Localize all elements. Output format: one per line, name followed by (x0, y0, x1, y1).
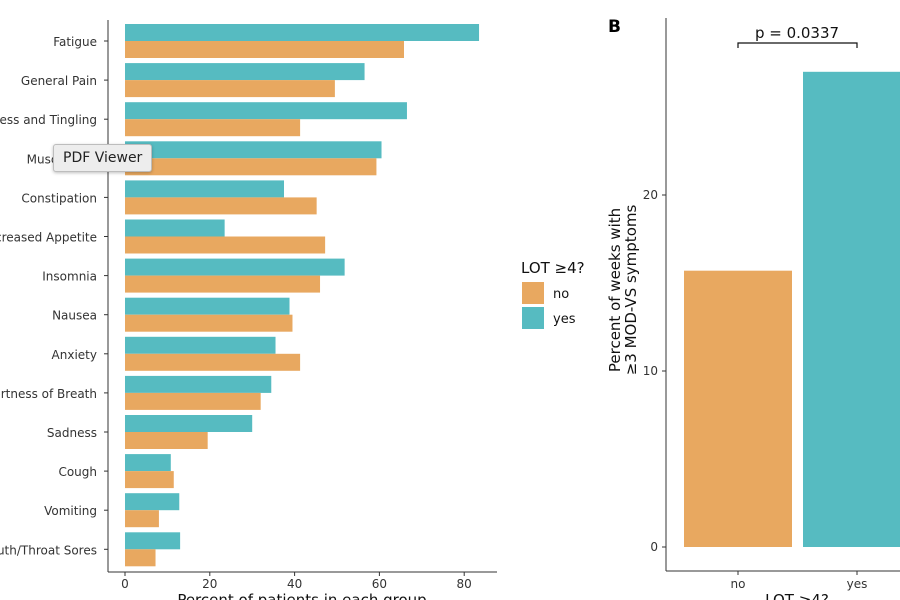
bar-no-9 (125, 392, 261, 410)
panel-b-chart: B 0 10 20 no yes Percent of weeks with ≥3 M… (606, 17, 900, 600)
x-tick-label-3: 60 (372, 577, 387, 591)
panel-b-label: B (608, 17, 621, 37)
panel-b-bar-no (684, 270, 792, 547)
category-label-13: Mouth/Throat Sores (0, 543, 97, 557)
bar-no-8 (125, 353, 301, 371)
category-label-7: Nausea (52, 309, 97, 323)
bar-no-3 (125, 158, 377, 176)
category-label-5: Decreased Appetite (0, 231, 97, 245)
bar-yes-9 (125, 375, 272, 393)
legend-label-yes: yes (553, 312, 576, 327)
bar-yes-12 (125, 493, 180, 511)
panel-b-y-tick-label-1: 10 (643, 364, 658, 378)
bar-yes-3 (125, 141, 382, 159)
bar-no-11 (125, 471, 174, 489)
x-tick-label-0: 0 (121, 577, 129, 591)
bar-yes-7 (125, 297, 290, 315)
panel-b-y-axis-title-line2: ≥3 MOD-VS symptoms (622, 205, 640, 376)
panel-b-y-tick-label-2: 20 (643, 188, 658, 202)
panel-b-x-tick-label-1: yes (847, 577, 868, 591)
category-label-10: Sadness (47, 426, 97, 440)
panel-b-x-tick-label-0: no (731, 577, 746, 591)
bar-no-4 (125, 197, 317, 215)
panel-b-bar-yes (803, 71, 900, 548)
bar-no-5 (125, 236, 326, 254)
bar-yes-13 (125, 532, 181, 550)
bar-no-0 (125, 41, 404, 58)
category-label-12: Vomiting (44, 504, 97, 518)
p-value-annotation: p = 0.0337 (755, 24, 839, 42)
bar-yes-2 (125, 102, 407, 120)
bar-yes-8 (125, 336, 276, 354)
bar-yes-11 (125, 454, 171, 472)
significance-bracket (737, 42, 858, 48)
category-label-0: Fatigue (53, 35, 97, 49)
x-tick-label-1: 20 (202, 577, 217, 591)
category-label-11: Cough (58, 465, 97, 479)
category-label-2: Numbness and Tingling (0, 113, 97, 127)
legend-label-no: no (553, 287, 569, 302)
bar-no-10 (125, 432, 208, 449)
x-tick-label-4: 80 (457, 577, 472, 591)
category-label-6: Insomnia (42, 270, 97, 284)
panel-b-y-axis-title-line1: Percent of weeks with (606, 208, 624, 372)
panel-a-x-axis-title: Percent of patients in each group (177, 591, 426, 600)
bar-no-2 (125, 119, 301, 137)
legend-swatch-no (522, 282, 544, 304)
legend-swatch-yes (522, 307, 544, 329)
bar-yes-4 (125, 180, 284, 198)
category-label-4: Constipation (21, 191, 97, 205)
pdf-viewer-tooltip: PDF Viewer (53, 144, 153, 172)
panel-b-x-axis-title: LOT ≥4? (765, 591, 829, 600)
bar-no-7 (125, 314, 293, 332)
legend-title: LOT ≥4? (521, 259, 585, 277)
panel-b-y-tick-label-0: 0 (650, 540, 658, 554)
category-label-9: Shortness of Breath (0, 387, 97, 401)
panel-a-chart: Fatigue General Pain Numbness and Tingling… (0, 20, 497, 600)
bar-no-6 (125, 275, 321, 293)
bar-no-12 (125, 510, 159, 528)
legend: LOT ≥4? no yes (521, 259, 585, 329)
bar-yes-0 (125, 24, 480, 41)
bar-yes-6 (125, 258, 345, 276)
bar-yes-5 (125, 219, 225, 237)
bar-no-1 (125, 80, 335, 98)
bar-no-13 (125, 549, 156, 567)
bar-yes-10 (125, 415, 253, 432)
bar-yes-1 (125, 63, 365, 81)
x-tick-label-2: 40 (287, 577, 302, 591)
category-label-1: General Pain (21, 74, 97, 88)
category-label-8: Anxiety (52, 348, 97, 362)
